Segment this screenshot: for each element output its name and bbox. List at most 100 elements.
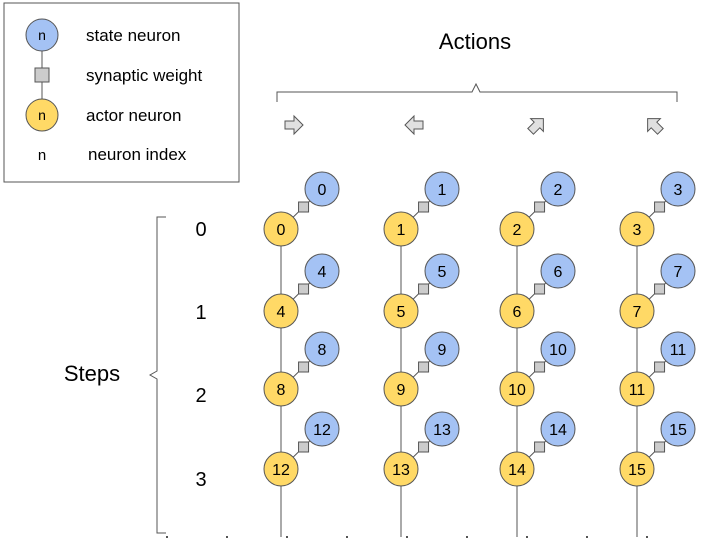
synaptic-weight [534,441,546,453]
actor-neuron-index: 3 [633,222,642,239]
state-neuron [660,171,696,207]
actor-neuron-index: 10 [508,382,526,399]
synaptic-weight [534,201,546,213]
actor-neuron [383,293,419,329]
steps-title: Steps [64,361,120,386]
state-neuron-index: 3 [674,182,683,199]
actor-neuron [499,451,535,487]
actor-neuron-label: actor neuron [86,106,181,125]
actor-neuron [263,371,299,407]
state-neuron [424,253,460,289]
legend-item-neuron-index: n neuron index [38,145,187,164]
state-neuron-index: 10 [549,342,567,359]
actor-neuron-index: 9 [397,382,406,399]
neuron-grid: 0011223344556677889910101111121213131414… [263,171,696,537]
state-neuron [304,331,340,367]
state-neuron [424,331,460,367]
actor-neuron-index: 5 [397,304,406,321]
state-neuron-index: 11 [670,342,687,359]
state-neuron-index: 6 [554,264,563,281]
actor-neuron [499,293,535,329]
actor-neuron [383,371,419,407]
synaptic-weight [654,361,666,373]
state-neuron [660,331,696,367]
arrow-up-left-icon [647,118,664,135]
synaptic-weight [654,283,666,295]
actions-header: Actions [276,29,678,136]
synaptic-weight [418,361,430,373]
actor-neuron-index: 15 [628,462,646,479]
step-label-0: 0 [195,219,206,241]
actor-neuron-index: 7 [633,304,642,321]
state-neuron [540,331,576,367]
state-neuron [424,411,460,447]
actor-neuron [619,211,655,247]
legend-item-actor-neuron: n actor neuron [25,98,181,132]
actor-neuron [619,371,655,407]
synaptic-weight [534,283,546,295]
actor-neuron-index: 11 [629,382,646,399]
legend: n state neuron synaptic weight n actor n… [3,2,240,183]
actor-neuron [263,211,299,247]
actor-neuron-index: 14 [508,462,526,479]
synaptic-weight [654,201,666,213]
synaptic-weight [418,201,430,213]
actor-neuron-symbol-glyph: n [38,107,46,123]
actor-neuron-index: 2 [513,222,522,239]
arrow-right-icon [284,114,304,136]
state-neuron [540,253,576,289]
state-neuron-label: state neuron [86,26,181,45]
actor-neuron-index: 1 [397,222,406,239]
steps-axis: Steps 0 1 2 3 [64,216,207,534]
state-neuron-index: 7 [674,264,683,281]
state-neuron-index: 15 [669,422,687,439]
state-neuron [304,171,340,207]
actor-neuron-index: 13 [392,462,410,479]
state-neuron [660,253,696,289]
step-label-2: 2 [195,385,206,407]
step-label-3: 3 [195,469,206,491]
actor-neuron [499,211,535,247]
synaptic-weight [654,441,666,453]
state-neuron-index: 13 [433,422,451,439]
steps-brace [148,216,166,534]
actor-neuron-index: 0 [277,222,286,239]
synaptic-weight-label: synaptic weight [86,66,203,85]
actor-neuron-index: 4 [277,304,286,321]
state-neuron-index: 5 [438,264,447,281]
synaptic-weight [534,361,546,373]
actor-neuron-index: 12 [272,462,290,479]
actions-brace [276,82,678,102]
state-neuron-index: 1 [438,182,447,199]
actor-neuron-symbol [25,98,59,132]
neuron-index-symbol: n [38,147,46,164]
state-neuron-index: 0 [318,182,327,199]
synaptic-weight [298,283,310,295]
actor-neuron [263,451,299,487]
arrow-up-right-icon [527,118,544,135]
actor-neuron [383,211,419,247]
actions-title: Actions [439,29,511,54]
actor-neuron [499,371,535,407]
state-neuron-symbol-glyph: n [38,27,46,43]
actor-neuron [619,293,655,329]
synaptic-weight [418,283,430,295]
actor-neuron [619,451,655,487]
state-neuron-index: 14 [549,422,567,439]
actor-neuron-index: 8 [277,382,286,399]
state-neuron-index: 8 [318,342,327,359]
synaptic-weight-symbol [34,67,50,83]
synaptic-weight [298,201,310,213]
synaptic-weight [298,441,310,453]
actor-neuron [263,293,299,329]
state-neuron [424,171,460,207]
state-neuron-index: 9 [438,342,447,359]
arrow-left-icon [404,114,424,136]
step-label-1: 1 [195,302,206,324]
neuron-index-label: neuron index [88,145,187,164]
state-neuron-index: 2 [554,182,563,199]
state-neuron [304,411,340,447]
legend-item-synaptic-weight: synaptic weight [34,51,203,99]
state-neuron-index: 12 [313,422,331,439]
